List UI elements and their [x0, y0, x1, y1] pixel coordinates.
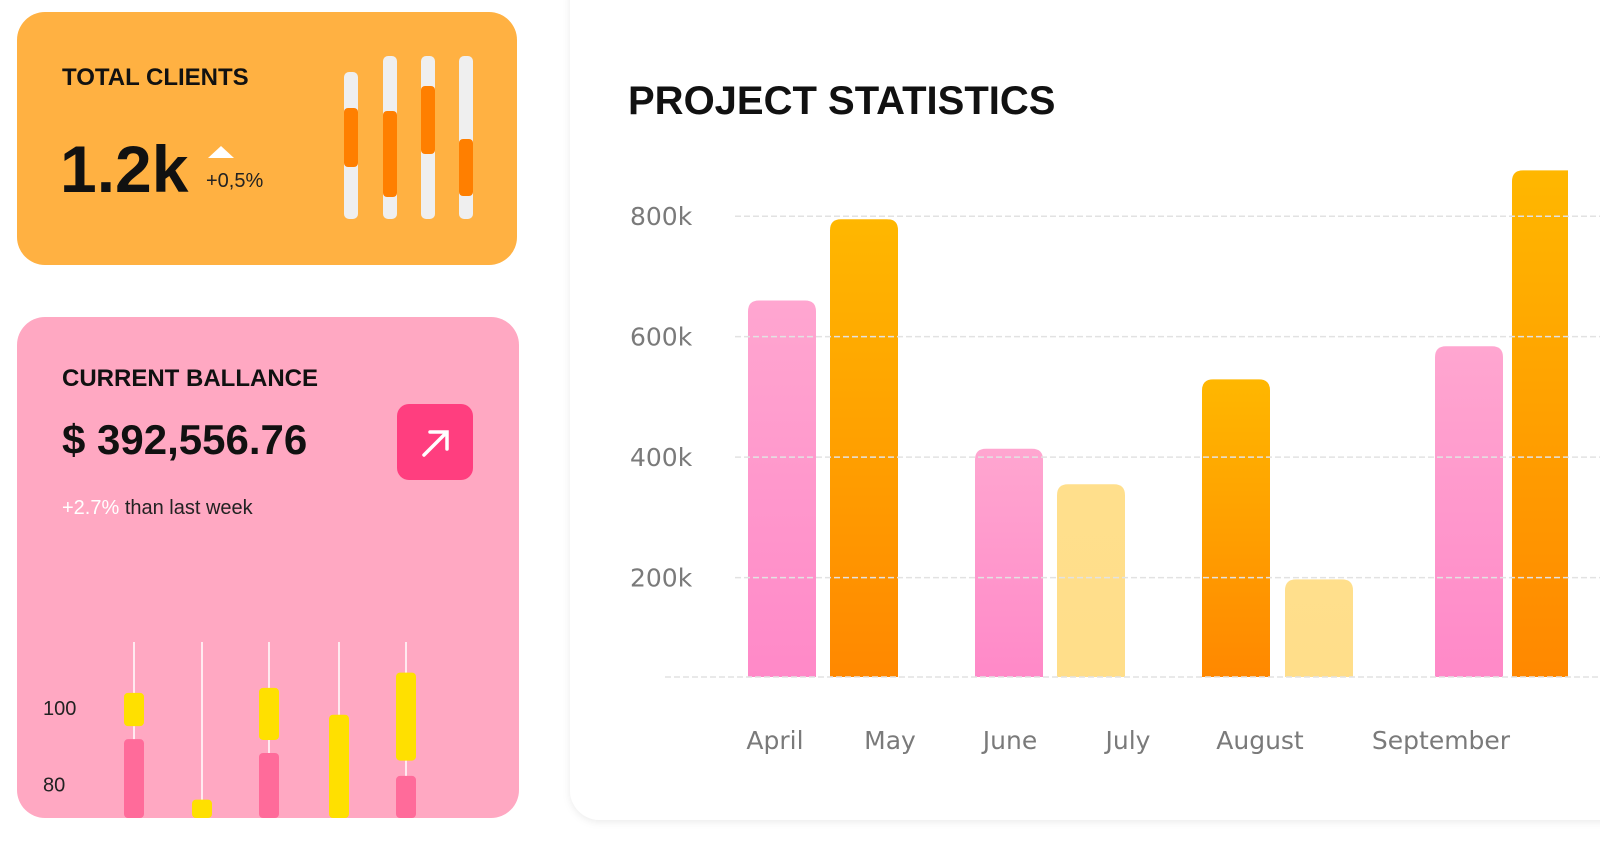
y-tick-label: 400k: [630, 443, 693, 472]
up-arrow: [208, 146, 234, 158]
x-tick-label: May: [864, 726, 916, 755]
candle-pink: [396, 775, 416, 818]
bar: [748, 300, 816, 677]
y-tick-label: 80: [43, 775, 65, 797]
x-tick-label: June: [981, 726, 1037, 755]
card-title: TOTAL CLIENTS: [62, 64, 249, 91]
candle-pink: [124, 739, 144, 818]
x-tick-label: April: [746, 726, 803, 755]
bar: [1512, 170, 1568, 677]
balance-card: [17, 317, 519, 818]
bar: [1285, 579, 1353, 677]
card-change: +2.7%: [62, 497, 119, 519]
bar: [830, 219, 898, 678]
candle-yellow: [124, 692, 144, 727]
bar: [1435, 346, 1503, 677]
candle-pink: [259, 752, 279, 818]
chart-title: PROJECT STATISTICS: [628, 79, 1055, 123]
card-note: +2.7% than last week: [62, 497, 254, 519]
y-tick-label: 100: [43, 698, 76, 720]
card-change: +0,5%: [206, 170, 263, 192]
candle-yellow: [329, 714, 349, 818]
bar: [1202, 379, 1270, 677]
sliders-icon: [344, 56, 473, 219]
arrow-icon[interactable]: [422, 430, 449, 457]
y-tick-label: 200k: [630, 564, 693, 593]
card-value: 1.2k: [60, 132, 189, 206]
candle-yellow: [396, 672, 416, 761]
card-title: CURRENT BALLANCE: [62, 365, 318, 392]
bar: [975, 448, 1043, 677]
card-value: $ 392,556.76: [62, 416, 307, 463]
y-tick-label: 800k: [630, 202, 693, 231]
candle-yellow: [192, 799, 212, 818]
bar: [1057, 484, 1125, 677]
y-tick-label: 600k: [630, 323, 693, 352]
candle-yellow: [259, 687, 279, 740]
card-note-text: than last week: [125, 497, 254, 519]
x-tick-label: July: [1104, 726, 1151, 755]
open-button[interactable]: [397, 404, 473, 480]
x-tick-label: August: [1216, 726, 1304, 755]
x-tick-label: September: [1372, 726, 1511, 755]
bar-area: [748, 170, 1568, 678]
